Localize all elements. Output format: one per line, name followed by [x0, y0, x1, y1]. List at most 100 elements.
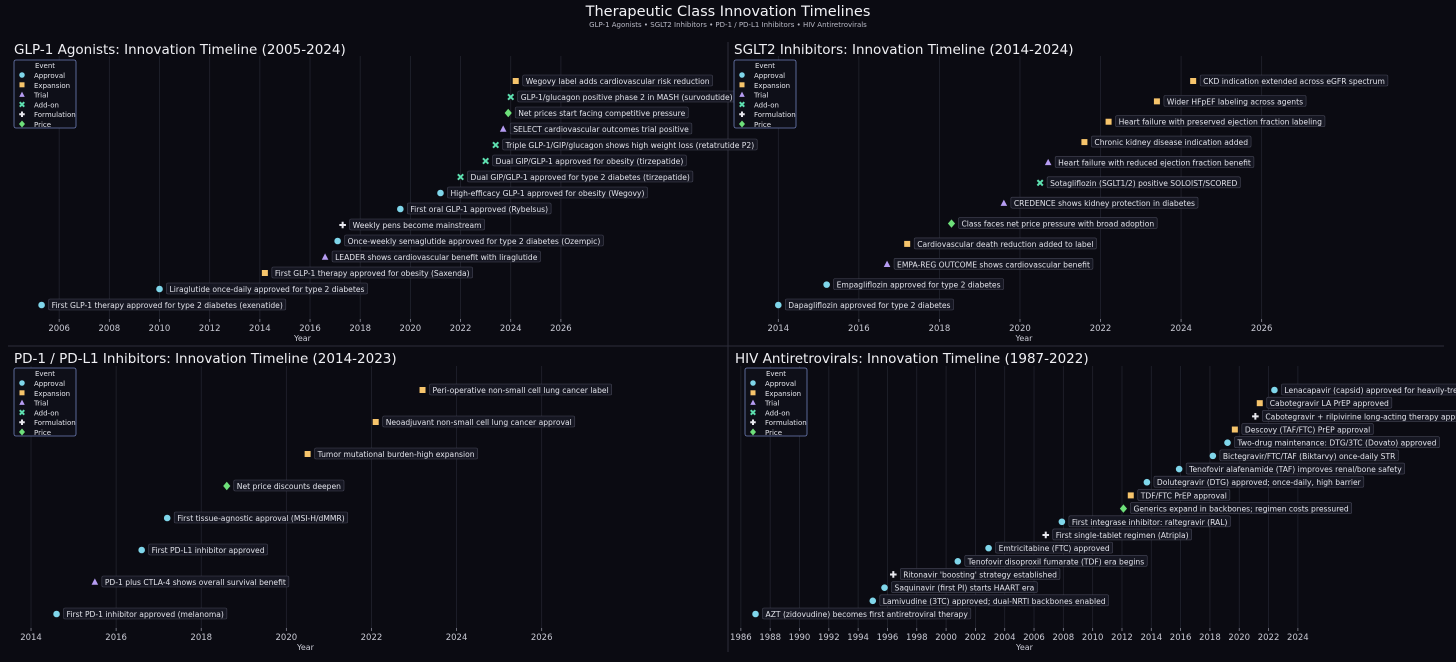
event-label: Liraglutide once-daily approved for type… [170, 285, 365, 294]
tick-label: 2010 [1082, 633, 1104, 643]
event-label: CKD indication extended across eGFR spec… [1203, 77, 1385, 86]
figure-title: Therapeutic Class Innovation Timelines [585, 4, 871, 20]
event-label: Two-drug maintenance: DTG/3TC (Dovato) a… [1237, 439, 1437, 448]
event-marker [91, 578, 99, 585]
event-marker [397, 205, 404, 213]
legend-label: Trial [764, 400, 779, 408]
legend-marker [19, 380, 25, 386]
legend-marker [750, 428, 756, 436]
event-label-box [1266, 396, 1393, 409]
tick-label: 2026 [531, 633, 553, 643]
legend-label: Formulation [754, 111, 796, 119]
chart-panel-2: SGLT2 Inhibitors: Innovation Timeline (2… [733, 42, 1389, 343]
event-label: Net price discounts deepen [237, 482, 341, 491]
event-marker [504, 108, 512, 118]
legend-label: Approval [765, 380, 796, 388]
event-marker [223, 481, 231, 491]
tick-label: 2000 [935, 633, 957, 643]
legend-title: Event [766, 370, 786, 378]
tick-label: 2004 [994, 633, 1016, 643]
chart-title: PD-1 / PD-L1 Inhibitors: Innovation Time… [14, 351, 397, 367]
event-label: Wegovy label adds cardiovascular risk re… [526, 77, 710, 86]
event-label-box [1219, 449, 1399, 462]
legend-label: Add-on [765, 409, 790, 417]
chart-title: GLP-1 Agonists: Innovation Timeline (200… [14, 42, 346, 58]
event-marker [904, 240, 911, 247]
legend-box [744, 367, 808, 437]
legend-marker [19, 399, 25, 405]
event-marker [947, 219, 956, 228]
legend-marker [19, 111, 25, 117]
event-label: Chronic kidney disease indication added [1094, 138, 1248, 147]
event-label-box [344, 234, 604, 247]
event-label-box [148, 543, 268, 556]
tick-label: 1990 [789, 633, 811, 643]
legend-label: Trial [753, 92, 768, 100]
tick-label: 2020 [1009, 324, 1031, 334]
event-marker [321, 253, 329, 260]
event-label-box [1130, 502, 1352, 514]
event-marker [437, 189, 444, 197]
event-label-box [48, 298, 287, 311]
tick-label: 2006 [48, 324, 70, 334]
tick-label: 2022 [1258, 633, 1280, 643]
tick-label: 1992 [818, 633, 840, 643]
tick-label: 2016 [1170, 633, 1192, 643]
legend-label: Approval [34, 72, 65, 80]
legend-marker [19, 419, 25, 425]
event-label-box [522, 74, 713, 87]
event-label: Heart failure with preserved ejection fr… [1119, 118, 1323, 127]
event-label: First GLP-1 therapy approved for obesity… [275, 269, 470, 278]
tick-label: 2018 [190, 633, 212, 643]
event-label-box [762, 607, 972, 620]
event-label: Triple GLP-1/GIP/glucagon shows high wei… [505, 141, 755, 150]
legend-marker [750, 419, 756, 425]
event-label-box [1241, 423, 1374, 435]
event-marker [883, 260, 891, 267]
event-marker [1127, 492, 1134, 499]
legend-label: Price [34, 121, 51, 129]
event-label: Weekly pens become mainstream [353, 221, 482, 230]
legend-marker [19, 428, 25, 436]
x-axis-label: Year [293, 334, 312, 343]
event-label: Sotagliflozin (SGLT1/2) positive SOLOIST… [1050, 179, 1237, 188]
event-marker [1036, 179, 1044, 187]
event-label-box [166, 282, 368, 295]
legend-marker [739, 72, 745, 78]
event-label-box [913, 237, 1097, 250]
tick-label: 2020 [400, 324, 422, 334]
event-label-box [1046, 176, 1241, 189]
event-marker [1209, 452, 1217, 460]
event-label: First oral GLP-1 approved (Rybelsus) [410, 205, 548, 214]
event-label-box [958, 217, 1158, 229]
event-label-box [893, 257, 1094, 270]
event-label-box [382, 415, 576, 428]
event-marker [1175, 465, 1183, 473]
event-label-box [314, 447, 478, 460]
event-label: Dapagliflozin approved for type 2 diabet… [788, 301, 950, 310]
legend-label: Price [34, 429, 51, 437]
chart-title: HIV Antiretrovirals: Innovation Timeline… [735, 351, 1089, 367]
event-label-box [1199, 74, 1389, 87]
tick-label: 2024 [446, 633, 468, 643]
event-marker [419, 387, 426, 393]
chart-panel-4: HIV Antiretrovirals: Innovation Timeline… [730, 351, 1456, 652]
event-marker [1058, 518, 1066, 526]
event-label-box [514, 106, 689, 119]
tick-label: 2020 [276, 633, 298, 643]
legend-box [13, 367, 77, 437]
event-label: First PD-L1 inhibitor approved [152, 546, 265, 555]
tick-label: 1986 [730, 633, 752, 643]
tick-label: 2008 [1053, 633, 1075, 643]
legend-label: Trial [33, 92, 48, 100]
event-label: Cardiovascular death reduction added to … [917, 240, 1093, 249]
event-marker [985, 544, 992, 552]
event-label: Heart failure with reduced ejection frac… [1058, 158, 1251, 167]
event-label: Generics expand in backbones; regimen co… [1133, 505, 1348, 514]
chart-title: SGLT2 Inhibitors: Innovation Timeline (2… [734, 42, 1074, 58]
legend-marker [19, 390, 25, 396]
event-marker [1153, 98, 1160, 105]
event-label-box [233, 479, 345, 492]
legend-marker [750, 390, 756, 396]
